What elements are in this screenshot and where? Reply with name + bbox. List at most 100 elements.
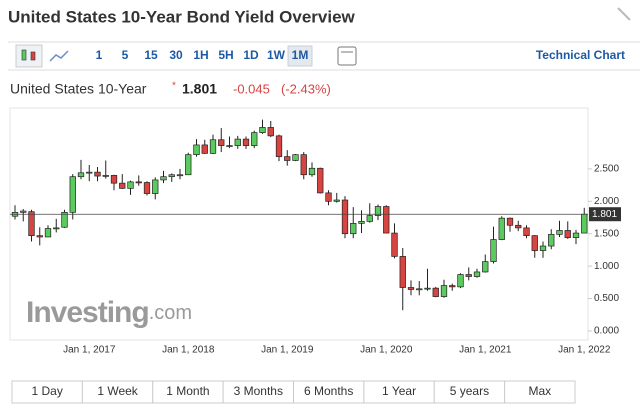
candle-body <box>366 215 373 222</box>
candle-body <box>374 206 382 216</box>
candle-body <box>416 288 423 291</box>
candle-body <box>218 139 225 146</box>
watermark-name: Investing <box>26 296 149 329</box>
y-tick-label: 1.500 <box>594 228 619 239</box>
candle-body <box>564 230 571 238</box>
candle-body <box>473 271 481 277</box>
candle-body <box>275 135 283 157</box>
watermark: Investing.com <box>26 296 192 329</box>
candle-body <box>284 156 291 161</box>
candle-body <box>53 227 60 230</box>
candle-body <box>498 217 505 240</box>
line-icon[interactable] <box>49 50 69 62</box>
candle-body <box>317 167 324 194</box>
candle-body <box>209 139 217 154</box>
x-tick-label: Jan 1, 2021 <box>459 345 512 356</box>
candle-body <box>556 230 563 235</box>
x-tick-label: Jan 1, 2022 <box>558 345 611 356</box>
x-tick-label: Jan 1, 2018 <box>162 345 215 356</box>
last-price-label: 1.801 <box>592 209 617 220</box>
interval-button[interactable]: 1D <box>243 48 259 62</box>
range-label[interactable]: 1 Year <box>382 384 416 398</box>
price-change: -0.045 <box>233 81 270 96</box>
candle-body <box>333 199 340 202</box>
candle-body <box>127 181 134 189</box>
candle-body <box>457 274 464 288</box>
candle-body <box>119 182 126 189</box>
candle-body <box>143 182 151 194</box>
star-icon: * <box>172 81 176 92</box>
candle-body <box>523 227 530 237</box>
range-label[interactable]: 5 years <box>450 384 489 398</box>
candle-body <box>152 179 159 194</box>
icon-button[interactable] <box>15 44 43 68</box>
candle-body <box>531 235 538 251</box>
candle-body <box>399 256 406 288</box>
settings-icon[interactable] <box>337 46 357 66</box>
candle-body <box>242 138 250 146</box>
price-change-pct: (-2.43%) <box>281 81 331 96</box>
candle-body <box>292 154 299 161</box>
range-label[interactable]: 3 Months <box>234 384 283 398</box>
y-tick-label: 2.000 <box>594 196 619 207</box>
page-title: United States 10-Year Bond Yield Overvie… <box>8 7 356 26</box>
interval-button[interactable]: 5 <box>122 48 129 62</box>
interval-button[interactable]: 1M <box>292 48 309 62</box>
candle-body <box>44 228 52 238</box>
plot-frame <box>9 107 589 341</box>
candle-body <box>251 132 258 146</box>
candle-body <box>432 287 439 297</box>
candle-body <box>193 144 200 156</box>
range-label[interactable]: 1 Week <box>97 384 138 398</box>
interval-button[interactable]: 1 <box>96 48 103 62</box>
candle-body <box>168 174 175 178</box>
range-label[interactable]: 1 Month <box>166 384 209 398</box>
candle-body <box>259 127 266 133</box>
candle-body <box>36 235 43 238</box>
instrument-name: United States 10-Year <box>10 81 147 97</box>
interval-button[interactable]: 30 <box>169 48 183 62</box>
watermark-suffix: .com <box>149 302 192 324</box>
range-label[interactable]: Max <box>528 384 551 398</box>
x-tick-label: Jan 1, 2017 <box>63 345 116 356</box>
interval-active[interactable] <box>287 45 313 67</box>
interval-button[interactable]: 1H <box>193 48 208 62</box>
candle-body <box>61 211 68 228</box>
range-button[interactable] <box>504 380 576 404</box>
candle-body <box>490 239 497 262</box>
y-tick-label: 0.500 <box>594 293 619 304</box>
candle-body <box>539 245 547 251</box>
candle-body <box>185 154 192 176</box>
candle-body <box>482 261 489 273</box>
interval-button[interactable]: 5H <box>218 48 233 62</box>
x-tick-label: Jan 1, 2020 <box>360 345 413 356</box>
y-tick-label: 1.000 <box>594 261 619 272</box>
candle-body <box>160 176 167 181</box>
candle-body <box>341 199 349 235</box>
candle-body <box>424 287 431 290</box>
expand-icon[interactable] <box>617 7 631 21</box>
candle-icon[interactable] <box>15 44 43 68</box>
candle-body <box>325 192 332 202</box>
candle-body <box>267 127 274 137</box>
candle-body <box>308 167 316 176</box>
last-price: 1.801 <box>182 81 217 97</box>
technical-chart-link[interactable]: Technical Chart <box>536 48 625 62</box>
candle-body <box>440 285 448 297</box>
interval-button[interactable]: 1W <box>267 48 286 62</box>
candle-body <box>94 171 101 177</box>
candle-body <box>226 145 233 147</box>
candle-body <box>176 174 184 177</box>
candle-body <box>572 232 580 238</box>
candle-body <box>201 144 208 154</box>
range-label[interactable]: 1 Day <box>32 384 63 398</box>
x-tick-label: Jan 1, 2019 <box>261 345 314 356</box>
candle-body <box>20 210 27 213</box>
y-tick-label: 0.000 <box>594 326 619 337</box>
candle-body <box>358 221 365 224</box>
icon-shape <box>21 49 27 61</box>
range-label[interactable]: 6 Months <box>304 384 353 398</box>
candle-body <box>581 213 588 234</box>
interval-button[interactable]: 15 <box>144 48 158 62</box>
